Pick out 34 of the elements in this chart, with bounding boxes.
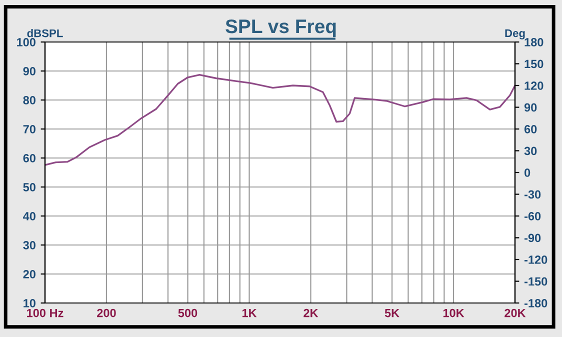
x-tick-label: 100 Hz bbox=[27, 308, 64, 318]
y2-tick-label: 30 bbox=[524, 146, 537, 156]
y2-tick-label: 0 bbox=[524, 168, 530, 177]
x-tick-label: 1K bbox=[242, 308, 257, 318]
y-tick-label: 90 bbox=[23, 67, 36, 76]
y-tick-label: 20 bbox=[23, 270, 36, 278]
y2-tick-label: 120 bbox=[524, 82, 544, 90]
y-tick-label: 40 bbox=[23, 212, 36, 220]
y-tick-label: 10 bbox=[24, 299, 36, 308]
x-tick-label: 500 bbox=[178, 308, 198, 318]
x-tick-label: 10K bbox=[443, 308, 464, 318]
y-tick-label: 70 bbox=[23, 125, 36, 134]
y2-axis-title: Deg bbox=[505, 29, 525, 40]
y2-tick-label: 180 bbox=[524, 38, 544, 46]
y-tick-label: 30 bbox=[23, 241, 36, 250]
y-tick-label: 80 bbox=[23, 96, 36, 104]
y-tick-label: 60 bbox=[23, 154, 36, 162]
x-tick-label: 5K bbox=[384, 308, 400, 318]
y2-tick-label: 60 bbox=[524, 125, 537, 134]
y2-tick-label: -60 bbox=[524, 212, 541, 220]
y-tick-label: 100 bbox=[17, 38, 36, 46]
y2-tick-label: -180 bbox=[524, 299, 548, 308]
y2-tick-label: -30 bbox=[524, 190, 541, 199]
x-tick-label: 20K bbox=[504, 308, 526, 318]
y2-tick-label: -150 bbox=[524, 277, 548, 286]
y-tick-label: 50 bbox=[23, 183, 36, 192]
chart-title: SPL vs Freq bbox=[226, 19, 336, 38]
y2-tick-label: 150 bbox=[524, 60, 544, 68]
y2-tick-label: -90 bbox=[524, 234, 541, 242]
y-axis-title: dBSPL bbox=[27, 29, 63, 38]
y2-tick-label: -120 bbox=[524, 256, 548, 264]
x-tick-label: 200 bbox=[97, 308, 116, 318]
x-tick-label: 2K bbox=[304, 308, 318, 318]
y2-tick-label: 90 bbox=[524, 103, 537, 112]
